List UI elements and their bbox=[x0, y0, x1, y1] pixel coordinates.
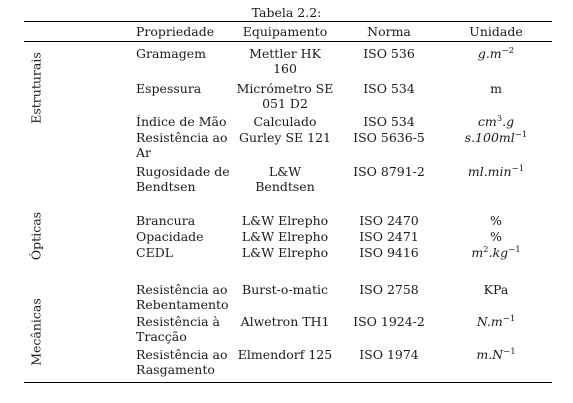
unit-exponent: −1 bbox=[514, 129, 528, 140]
unit-exponent: −2 bbox=[501, 45, 515, 56]
table-caption: Tabela 2.2: bbox=[251, 5, 322, 20]
propriedade-line: Bendtsen bbox=[136, 179, 196, 194]
row-espessura-propriedade: Espessura bbox=[136, 81, 202, 96]
row-resistencia-ar-equipamento: Gurley SE 121 bbox=[239, 130, 331, 145]
row-resistencia-ar-unidade: s.100ml−1 bbox=[450, 130, 542, 145]
propriedade-line: Resistência ao bbox=[136, 347, 228, 362]
propriedade-line: Rasgamento bbox=[136, 362, 215, 377]
row-traccao-equipamento: Alwetron TH1 bbox=[240, 314, 330, 329]
equipamento-line: 051 D2 bbox=[262, 96, 308, 111]
row-cedl-unidade: m2.kg−1 bbox=[450, 245, 542, 260]
unit-base: ml.min bbox=[467, 164, 512, 179]
equipamento-line: Bendtsen bbox=[255, 179, 315, 194]
row-resistencia-ar-norma: ISO 5636-5 bbox=[353, 130, 425, 145]
header-propriedade: Propriedade bbox=[136, 24, 215, 39]
group-label-opticas: Ópticas bbox=[28, 211, 44, 261]
unit-base: N.m bbox=[476, 314, 503, 329]
unit-base: .kg bbox=[488, 245, 509, 260]
row-rebentamento-unidade: KPa bbox=[483, 282, 509, 297]
unit-exponent: 3 bbox=[496, 113, 503, 124]
propriedade-line: Rebentamento bbox=[136, 297, 229, 312]
equipamento-line: Mettler HK bbox=[249, 46, 321, 61]
row-rugosidade-propriedade: Rugosidade de Bendtsen bbox=[136, 164, 246, 194]
row-gramagem-propriedade: Gramagem bbox=[136, 46, 206, 61]
unit-base: g.m bbox=[477, 46, 502, 61]
row-rebentamento-equipamento: Burst-o-matic bbox=[242, 282, 328, 297]
row-opacidade-equipamento: L&W Elrepho bbox=[241, 229, 329, 244]
unit-base: cm bbox=[477, 114, 497, 129]
group-label-estruturais: Estruturais bbox=[28, 52, 44, 124]
row-rasgamento-norma: ISO 1974 bbox=[359, 347, 419, 362]
row-rebentamento-norma: ISO 2758 bbox=[359, 282, 419, 297]
row-rebentamento-propriedade: Resistência ao Rebentamento bbox=[136, 282, 246, 312]
row-cedl-equipamento: L&W Elrepho bbox=[241, 245, 329, 260]
row-rugosidade-equipamento: L&W Bendtsen bbox=[226, 164, 344, 194]
row-indice-de-mao-propriedade: Índice de Mão bbox=[136, 114, 227, 129]
row-brancura-equipamento: L&W Elrepho bbox=[241, 213, 329, 228]
row-opacidade-norma: ISO 2471 bbox=[359, 229, 419, 244]
row-espessura-norma: ISO 534 bbox=[363, 81, 415, 96]
row-traccao-norma: ISO 1924-2 bbox=[353, 314, 425, 329]
row-rasgamento-unidade: m.N−1 bbox=[450, 347, 542, 362]
unit-base: m.N bbox=[476, 347, 504, 362]
equipamento-line: Micrómetro SE bbox=[236, 81, 334, 96]
unit-base: .g bbox=[502, 114, 515, 129]
row-opacidade-unidade: % bbox=[490, 229, 502, 244]
row-gramagem-norma: ISO 536 bbox=[363, 46, 415, 61]
row-brancura-unidade: % bbox=[490, 213, 502, 228]
row-brancura-propriedade: Brancura bbox=[136, 213, 196, 228]
row-rugosidade-unidade: ml.min−1 bbox=[450, 164, 542, 179]
row-resistencia-ar-propriedade: Resistência ao Ar bbox=[136, 130, 246, 160]
row-cedl-norma: ISO 9416 bbox=[359, 245, 419, 260]
header-unidade: Unidade bbox=[469, 24, 523, 39]
row-traccao-propriedade: Resistência à Tracção bbox=[136, 314, 246, 344]
row-gramagem-unidade: g.m−2 bbox=[450, 46, 542, 61]
unit-exponent: −1 bbox=[503, 346, 516, 357]
top-rule bbox=[24, 21, 552, 22]
row-opacidade-propriedade: Opacidade bbox=[136, 229, 204, 244]
group-label-mecanicas: Mecânicas bbox=[28, 298, 44, 366]
row-traccao-unidade: N.m−1 bbox=[450, 314, 542, 329]
unit-exponent: 2 bbox=[483, 244, 489, 255]
propriedade-line: Resistência à bbox=[136, 314, 220, 329]
propriedade-line: Resistência ao bbox=[136, 282, 228, 297]
row-indice-de-mao-equipamento: Calculado bbox=[253, 114, 317, 129]
bottom-rule bbox=[24, 382, 552, 383]
row-brancura-norma: ISO 2470 bbox=[359, 213, 419, 228]
row-rasgamento-equipamento: Elmendorf 125 bbox=[237, 347, 333, 362]
unit-exponent: −1 bbox=[502, 313, 516, 324]
propriedade-line: Resistência ao bbox=[136, 130, 228, 145]
header-norma: Norma bbox=[367, 24, 411, 39]
header-rule bbox=[24, 41, 552, 42]
propriedade-line: Tracção bbox=[136, 329, 187, 344]
row-espessura-unidade: m bbox=[490, 81, 502, 96]
header-equipamento: Equipamento bbox=[242, 24, 328, 39]
unit-base: m bbox=[471, 245, 484, 260]
unit-base: s.100ml bbox=[464, 130, 515, 145]
equipamento-line: L&W bbox=[268, 164, 302, 179]
row-rasgamento-propriedade: Resistência ao Rasgamento bbox=[136, 347, 246, 377]
unit-exponent: −1 bbox=[508, 244, 521, 255]
row-espessura-equipamento: Micrómetro SE 051 D2 bbox=[226, 81, 344, 111]
row-cedl-propriedade: CEDL bbox=[136, 245, 174, 260]
row-rugosidade-norma: ISO 8791-2 bbox=[353, 164, 425, 179]
unit-exponent: −1 bbox=[511, 163, 525, 174]
row-indice-de-mao-unidade: cm3.g bbox=[450, 114, 542, 129]
propriedade-line: Ar bbox=[136, 145, 152, 160]
equipamento-line: 160 bbox=[273, 61, 297, 76]
propriedade-line: Rugosidade de bbox=[136, 164, 230, 179]
row-gramagem-equipamento: Mettler HK 160 bbox=[226, 46, 344, 76]
row-indice-de-mao-norma: ISO 534 bbox=[363, 114, 415, 129]
